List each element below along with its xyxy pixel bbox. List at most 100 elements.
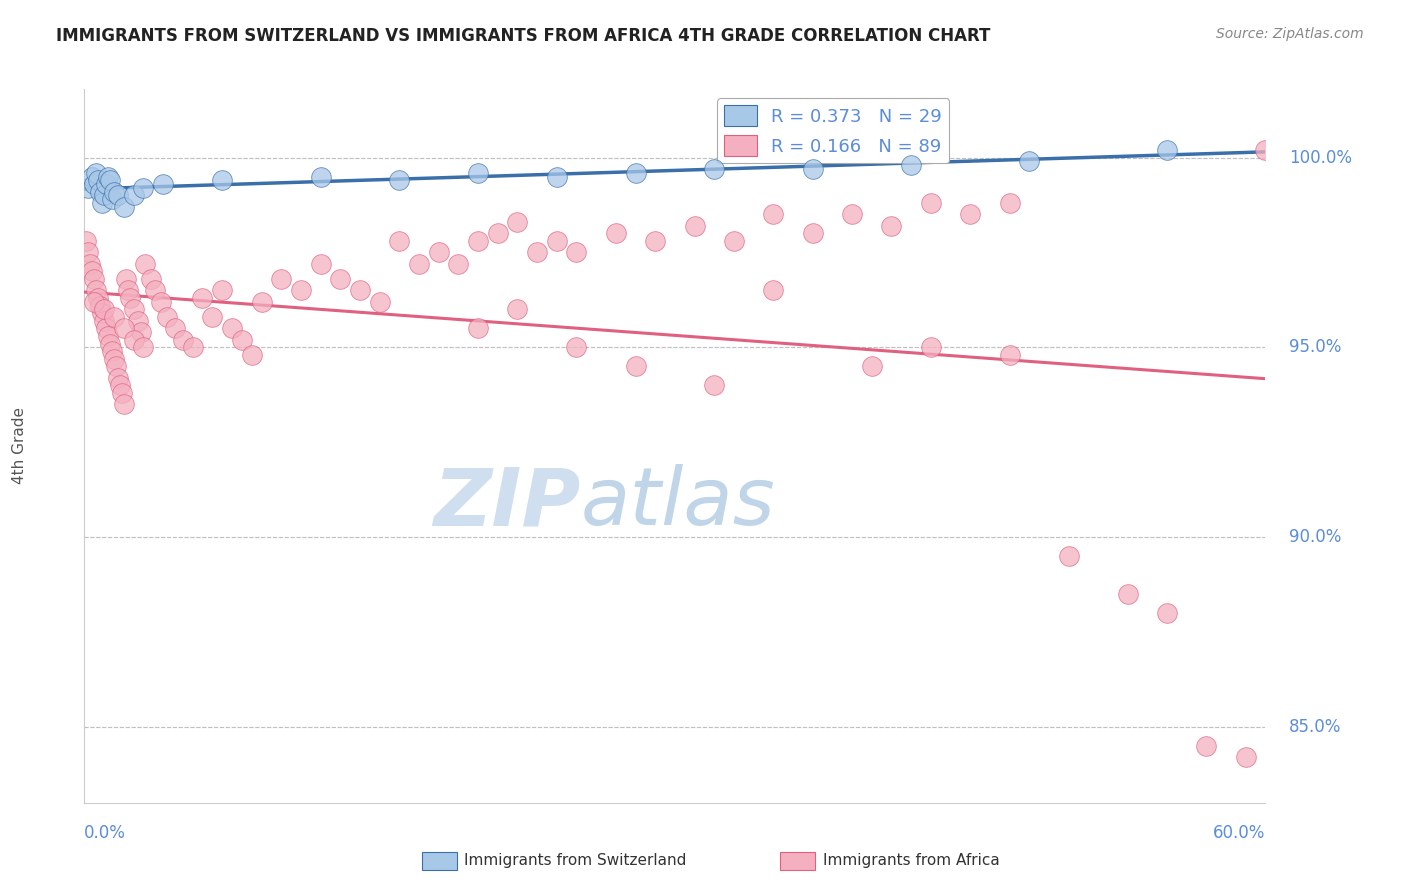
Point bbox=[565, 245, 588, 260]
Point bbox=[920, 340, 942, 354]
Point bbox=[132, 340, 155, 354]
Point bbox=[486, 227, 509, 241]
Point bbox=[998, 348, 1021, 362]
Point bbox=[91, 306, 114, 320]
Point bbox=[84, 284, 107, 298]
Point bbox=[427, 245, 450, 260]
Point bbox=[959, 207, 981, 221]
Point bbox=[93, 188, 115, 202]
Point bbox=[546, 169, 568, 184]
Point bbox=[103, 310, 125, 324]
Point bbox=[703, 378, 725, 392]
Text: IMMIGRANTS FROM SWITZERLAND VS IMMIGRANTS FROM AFRICA 4TH GRADE CORRELATION CHAR: IMMIGRANTS FROM SWITZERLAND VS IMMIGRANT… bbox=[56, 27, 991, 45]
Point bbox=[112, 397, 135, 411]
Point bbox=[98, 336, 121, 351]
Point bbox=[77, 245, 100, 260]
Point bbox=[134, 257, 156, 271]
Point bbox=[93, 314, 115, 328]
Point bbox=[762, 207, 785, 221]
Point bbox=[97, 169, 120, 184]
Text: Source: ZipAtlas.com: Source: ZipAtlas.com bbox=[1216, 27, 1364, 41]
Point bbox=[89, 185, 111, 199]
Point bbox=[644, 234, 666, 248]
Point bbox=[94, 321, 117, 335]
Point bbox=[526, 245, 548, 260]
Point bbox=[231, 333, 253, 347]
Point bbox=[624, 166, 647, 180]
Point bbox=[920, 196, 942, 211]
Point bbox=[98, 173, 121, 187]
Point bbox=[131, 325, 153, 339]
Point bbox=[290, 284, 312, 298]
Point bbox=[141, 272, 163, 286]
Point bbox=[112, 321, 135, 335]
Point bbox=[998, 196, 1021, 211]
Point bbox=[467, 234, 489, 248]
Point bbox=[270, 272, 292, 286]
Point bbox=[201, 310, 224, 324]
Point bbox=[1195, 739, 1218, 753]
Point bbox=[118, 291, 141, 305]
Point bbox=[1116, 587, 1139, 601]
Point bbox=[122, 188, 145, 202]
Point bbox=[93, 302, 115, 317]
Point bbox=[114, 272, 136, 286]
Point bbox=[108, 378, 131, 392]
Point bbox=[1254, 143, 1277, 157]
Point bbox=[156, 310, 179, 324]
Point bbox=[150, 294, 173, 309]
Point bbox=[506, 215, 529, 229]
Legend: R = 0.373   N = 29, R = 0.166   N = 89: R = 0.373 N = 29, R = 0.166 N = 89 bbox=[717, 98, 949, 163]
Point bbox=[89, 299, 111, 313]
Point bbox=[801, 227, 824, 241]
Point bbox=[762, 284, 785, 298]
Point bbox=[143, 284, 166, 298]
Point bbox=[122, 302, 145, 317]
Point bbox=[605, 227, 627, 241]
Point bbox=[87, 173, 110, 187]
Point bbox=[152, 177, 174, 191]
Point bbox=[1156, 143, 1178, 157]
Point bbox=[83, 177, 105, 191]
Point bbox=[94, 177, 117, 191]
Point bbox=[163, 321, 186, 335]
Point bbox=[79, 257, 101, 271]
Point bbox=[1057, 549, 1080, 563]
Text: 85.0%: 85.0% bbox=[1289, 718, 1341, 736]
Point bbox=[329, 272, 352, 286]
Point bbox=[467, 321, 489, 335]
Point bbox=[624, 359, 647, 374]
Text: 95.0%: 95.0% bbox=[1289, 338, 1341, 356]
Point bbox=[467, 166, 489, 180]
Text: 4th Grade: 4th Grade bbox=[11, 408, 27, 484]
Point bbox=[723, 234, 745, 248]
Point bbox=[83, 294, 105, 309]
Point bbox=[117, 284, 139, 298]
Text: Immigrants from Africa: Immigrants from Africa bbox=[823, 854, 1000, 868]
Text: Immigrants from Switzerland: Immigrants from Switzerland bbox=[464, 854, 686, 868]
Point bbox=[181, 340, 204, 354]
Point bbox=[408, 257, 430, 271]
Point bbox=[122, 333, 145, 347]
Point bbox=[703, 161, 725, 176]
Point bbox=[801, 161, 824, 176]
Point bbox=[309, 169, 332, 184]
Point bbox=[211, 173, 233, 187]
Point bbox=[97, 329, 120, 343]
Point bbox=[172, 333, 194, 347]
Point bbox=[211, 284, 233, 298]
Point bbox=[111, 385, 134, 400]
Point bbox=[101, 192, 124, 206]
Point bbox=[683, 219, 706, 233]
Point bbox=[103, 351, 125, 366]
Point bbox=[860, 359, 883, 374]
Text: atlas: atlas bbox=[581, 464, 775, 542]
Text: 100.0%: 100.0% bbox=[1289, 149, 1353, 167]
Point bbox=[309, 257, 332, 271]
Point bbox=[82, 169, 104, 184]
Point bbox=[900, 158, 922, 172]
Text: 60.0%: 60.0% bbox=[1213, 824, 1265, 842]
Point bbox=[112, 200, 135, 214]
Text: 0.0%: 0.0% bbox=[84, 824, 127, 842]
Point bbox=[132, 181, 155, 195]
